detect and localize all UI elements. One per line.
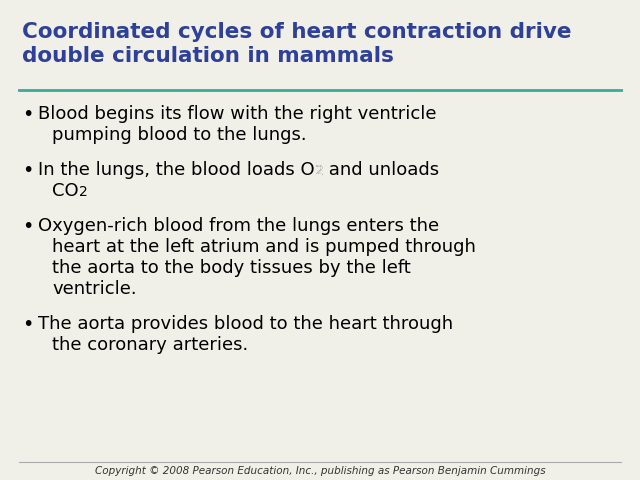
Text: ventricle.: ventricle.	[52, 280, 136, 298]
Text: 2: 2	[315, 164, 323, 178]
Text: Copyright © 2008 Pearson Education, Inc., publishing as Pearson Benjamin Cumming: Copyright © 2008 Pearson Education, Inc.…	[95, 466, 545, 476]
Text: heart at the left atrium and is pumped through: heart at the left atrium and is pumped t…	[52, 238, 476, 256]
Text: 2: 2	[79, 185, 88, 199]
Text: CO: CO	[52, 182, 79, 200]
Text: pumping blood to the lungs.: pumping blood to the lungs.	[52, 126, 307, 144]
Text: •: •	[22, 217, 33, 236]
Text: the coronary arteries.: the coronary arteries.	[52, 336, 248, 354]
Text: Blood begins its flow with the right ventricle: Blood begins its flow with the right ven…	[38, 105, 436, 123]
Text: In the lungs, the blood loads O: In the lungs, the blood loads O	[38, 161, 315, 179]
Text: Oxygen-rich blood from the lungs enters the: Oxygen-rich blood from the lungs enters …	[38, 217, 439, 235]
Text: The aorta provides blood to the heart through: The aorta provides blood to the heart th…	[38, 315, 453, 333]
Text: Coordinated cycles of heart contraction drive
double circulation in mammals: Coordinated cycles of heart contraction …	[22, 22, 572, 66]
Text: •: •	[22, 105, 33, 124]
Text: the aorta to the body tissues by the left: the aorta to the body tissues by the lef…	[52, 259, 411, 277]
Text: 2: 2	[315, 164, 323, 178]
Text: •: •	[22, 315, 33, 334]
Text: and unloads: and unloads	[323, 161, 440, 179]
Text: •: •	[22, 161, 33, 180]
